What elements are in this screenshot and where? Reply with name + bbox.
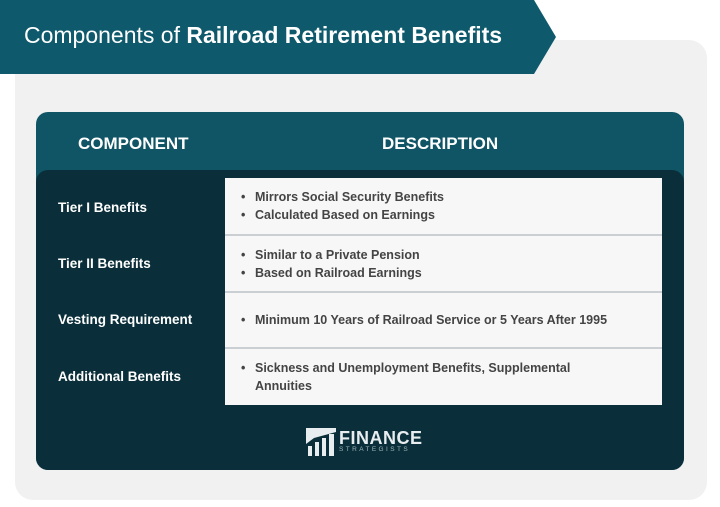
table-row: Sickness and Unemployment Benefits, Supp… — [225, 349, 662, 405]
bullet-item: Calculated Based on Earnings — [241, 206, 662, 224]
bullet-item: Minimum 10 Years of Railroad Service or … — [241, 311, 662, 329]
table-body: Tier I Benefits Mirrors Social Security … — [36, 170, 684, 470]
row-label: Tier II Benefits — [58, 256, 151, 271]
table-row: Similar to a Private Pension Based on Ra… — [225, 236, 662, 293]
logo-sub: STRATEGISTS — [339, 446, 411, 453]
title-banner: Components of Railroad Retirement Benefi… — [0, 0, 556, 74]
title-prefix: Components of — [24, 22, 180, 48]
components-table: COMPONENT DESCRIPTION Tier I Benefits Mi… — [36, 112, 684, 470]
bullet-item: Similar to a Private Pension — [241, 246, 662, 264]
table-row: Minimum 10 Years of Railroad Service or … — [225, 293, 662, 349]
title-emphasis: Railroad Retirement Benefits — [186, 22, 503, 48]
row-label: Additional Benefits — [58, 369, 182, 384]
row-label: Tier I Benefits — [58, 200, 148, 215]
page-title: Components of Railroad Retirement Benefi… — [24, 22, 502, 49]
header-description: DESCRIPTION — [382, 134, 499, 153]
bullet-item: Based on Railroad Earnings — [241, 264, 662, 282]
table-row: Mirrors Social Security Benefits Calcula… — [225, 178, 662, 236]
finance-strategists-logo: FINANCE STRATEGISTS — [306, 428, 423, 456]
header-component: COMPONENT — [78, 134, 189, 153]
logo-name: FINANCE — [339, 428, 423, 448]
bullet-item: Sickness and Unemployment Benefits, Supp… — [241, 359, 662, 395]
bar-chart-logo-icon — [306, 428, 336, 456]
row-label: Vesting Requirement — [58, 312, 193, 327]
bullet-item: Mirrors Social Security Benefits — [241, 188, 662, 206]
